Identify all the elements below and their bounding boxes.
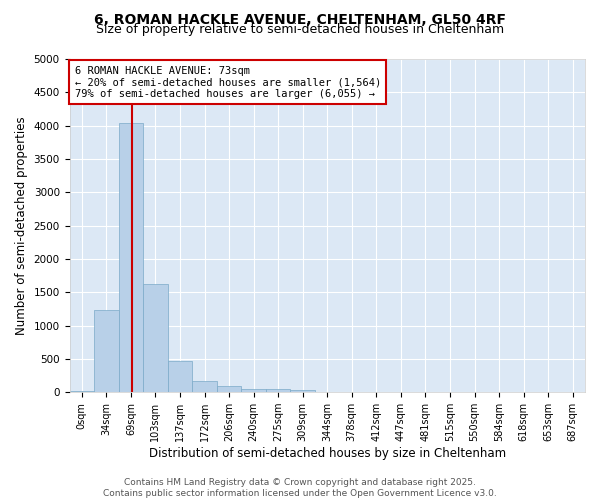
Text: 6, ROMAN HACKLE AVENUE, CHELTENHAM, GL50 4RF: 6, ROMAN HACKLE AVENUE, CHELTENHAM, GL50… [94,12,506,26]
Text: 6 ROMAN HACKLE AVENUE: 73sqm
← 20% of semi-detached houses are smaller (1,564)
7: 6 ROMAN HACKLE AVENUE: 73sqm ← 20% of se… [74,66,381,99]
Text: Size of property relative to semi-detached houses in Cheltenham: Size of property relative to semi-detach… [96,22,504,36]
Bar [266,389,290,392]
X-axis label: Distribution of semi-detached houses by size in Cheltenham: Distribution of semi-detached houses by … [149,447,506,460]
Bar [217,386,241,392]
Bar [119,123,143,392]
Bar [192,381,217,392]
Y-axis label: Number of semi-detached properties: Number of semi-detached properties [15,116,28,335]
Bar [168,361,192,392]
Bar [290,390,315,392]
Bar [70,390,94,392]
Bar [94,310,119,392]
Bar [143,284,168,392]
Bar [241,388,266,392]
Text: Contains HM Land Registry data © Crown copyright and database right 2025.
Contai: Contains HM Land Registry data © Crown c… [103,478,497,498]
